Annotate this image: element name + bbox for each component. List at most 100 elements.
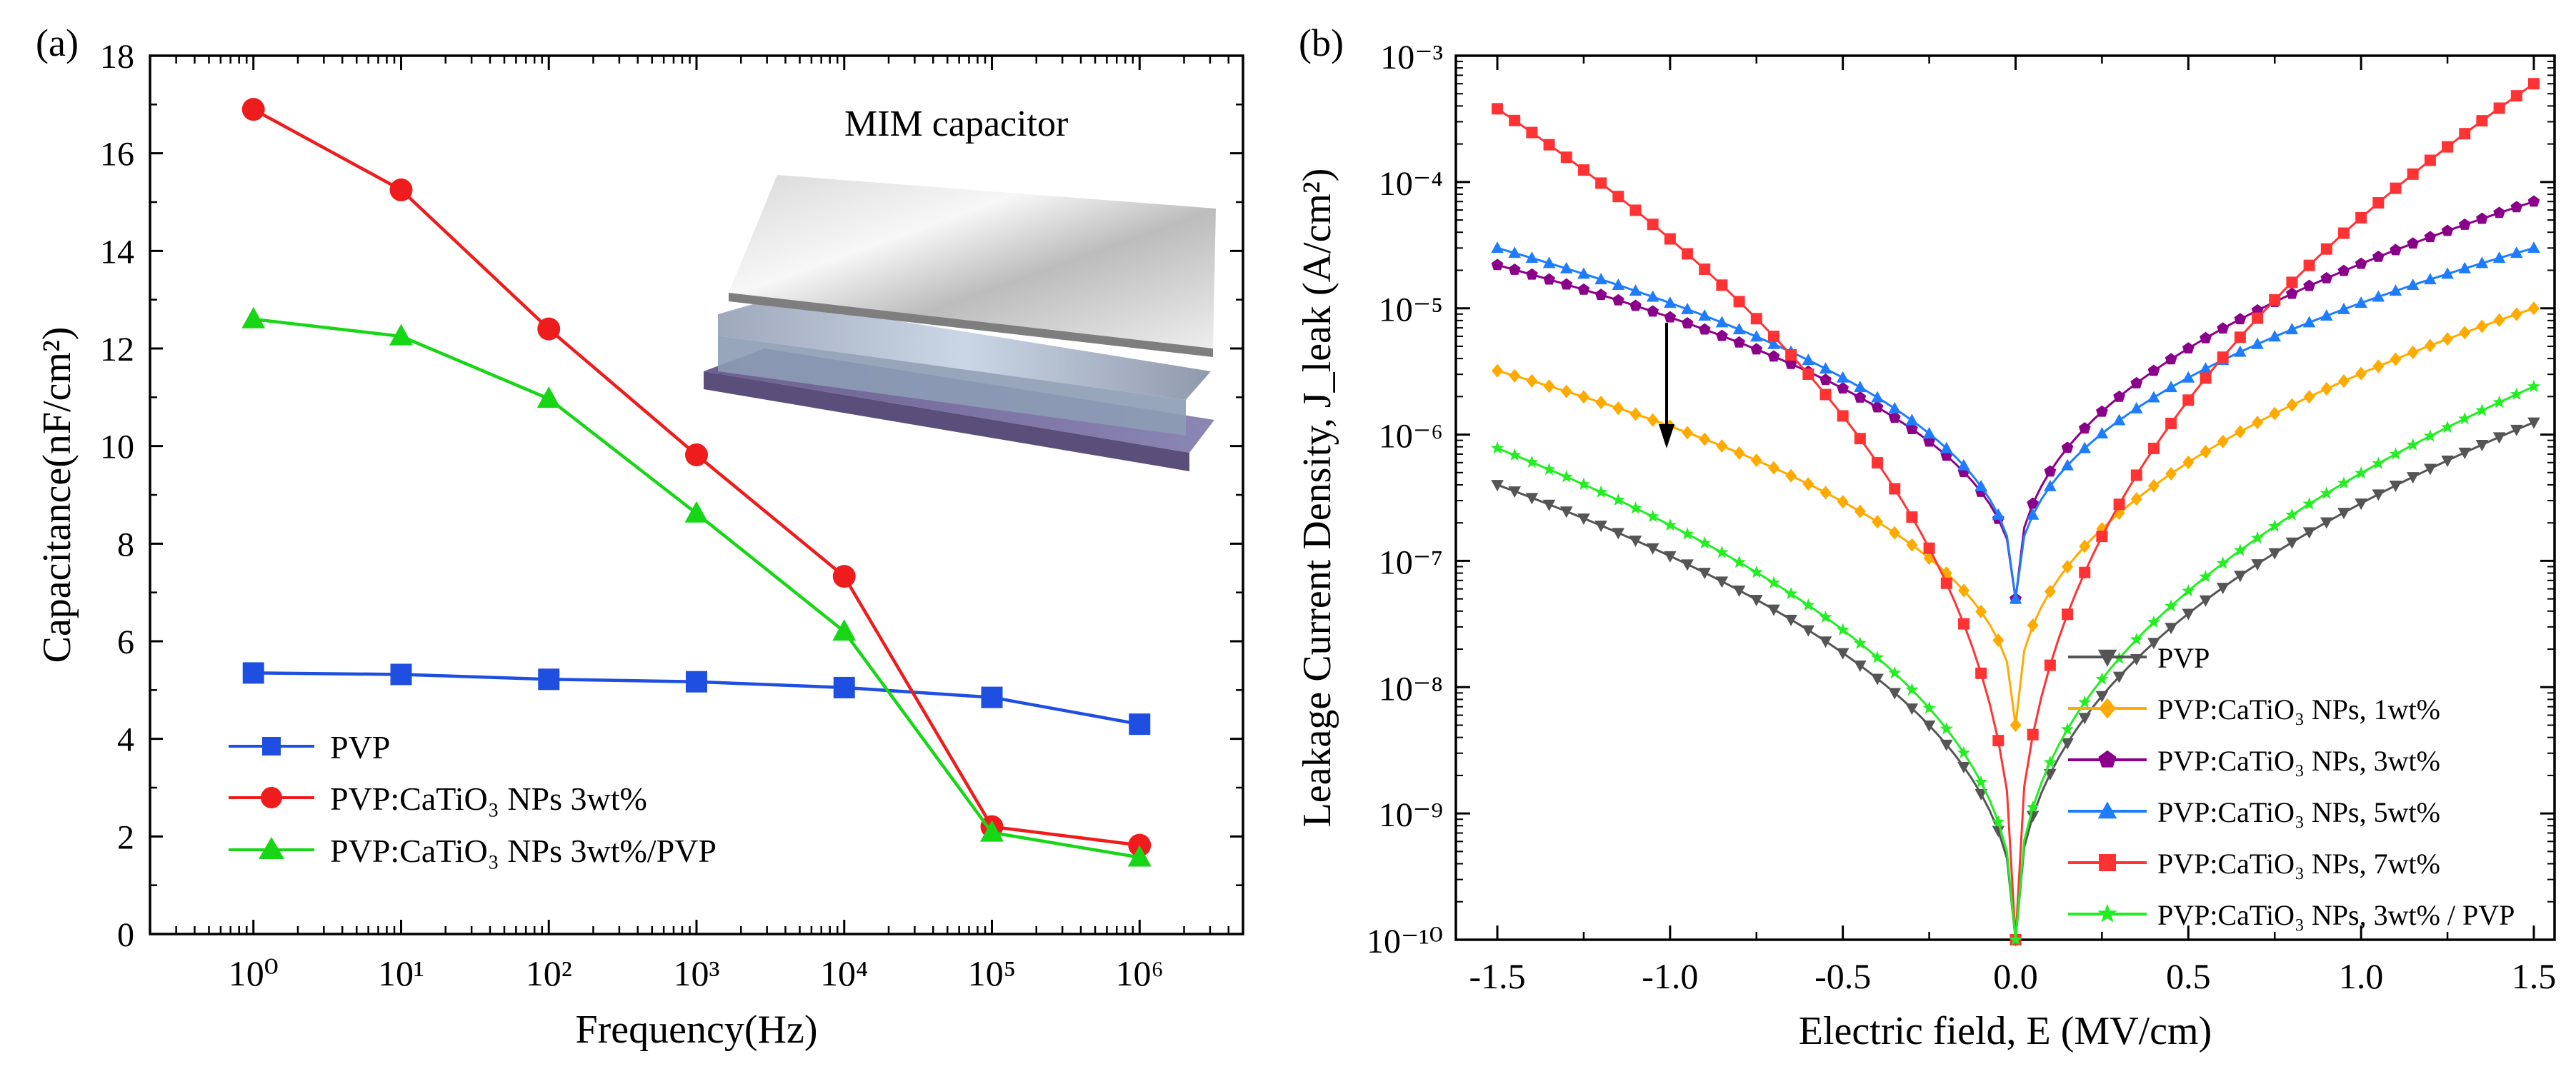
chart-b-data-point [2527, 301, 2540, 316]
chart-b-data-point [2044, 479, 2057, 491]
chart-b-data-point [2492, 251, 2506, 264]
chart-b-data-point [2458, 411, 2472, 425]
chart-b-data-point [1732, 585, 1746, 597]
chart-b-data-point [1715, 576, 1729, 588]
chart-b-data-point [2027, 618, 2039, 633]
legend-b-marker [2097, 649, 2117, 667]
chart-b-data-point [2389, 481, 2402, 493]
chart-b-data-point [2320, 486, 2333, 499]
chart-b-data-point [2303, 390, 2315, 404]
chart-b-data-point [2234, 571, 2247, 583]
chart-b-data-point [2423, 429, 2437, 442]
chart-a: 0 2 4 6 8 10 12 14 16 18 10⁰ 10¹ 10² 10³ 10⁴ 10⁵ 10⁶ Fre… [35, 38, 1244, 1052]
chart-b-data-point [2147, 615, 2161, 628]
chart-b-data-point [2147, 638, 2160, 650]
chart-b-data-point [1699, 264, 1711, 276]
chart-b-data-point [1940, 577, 1952, 589]
chart-b-data-point [1749, 330, 1763, 342]
chart-b-data-point [2510, 201, 2523, 213]
chart-a-x-axis-label: Frequency(Hz) [576, 1008, 818, 1052]
chart-a-series [241, 98, 1152, 867]
chart-b-data-point [1854, 660, 1867, 672]
chart-b-data-point [2268, 519, 2282, 532]
chart-a-data-point [538, 668, 560, 691]
chart-b-data-point [1749, 595, 1763, 607]
chart-b-data-point [2493, 206, 2505, 219]
chart-b-data-point [1854, 381, 1867, 393]
chart-b-data-point [2458, 447, 2472, 459]
chart-b-data-point [2217, 351, 2229, 363]
chart-b-data-point [1508, 263, 1521, 275]
chart-a-data-point [389, 178, 413, 201]
chart-b-data-point [2234, 345, 2247, 357]
chart-b-data-point [2389, 447, 2402, 460]
chart-b-data-point [2182, 608, 2195, 621]
chart-b-xtick-label: -1.5 [1469, 956, 1525, 996]
chart-b-data-point [2510, 307, 2522, 321]
chart-b-data-point [1490, 441, 1504, 454]
chart-b-data-point [2302, 497, 2316, 510]
chart-b-data-point [1698, 568, 1712, 580]
chart-b-data-point [2285, 537, 2299, 549]
chart-b-data-point [2165, 418, 2177, 430]
chart-b-data-point [2095, 691, 2109, 703]
chart-b-data-point [1526, 268, 1538, 280]
chart-b-data-point [2130, 492, 2142, 506]
chart-b-data-point [2355, 296, 2367, 308]
chart-b-data-point [1992, 735, 2005, 747]
chart-b-data-point [2527, 379, 2541, 393]
chart-b-data-point [2182, 455, 2195, 470]
chart-a-data-point [537, 317, 561, 341]
chart-b-data-point [2493, 102, 2505, 114]
chart-b-data-point [2044, 465, 2057, 477]
chart-b-data-point [2389, 284, 2402, 296]
chart-b-y-axis-label: Leakage Current Density, J_leak (A/cm²) [1295, 169, 1339, 828]
chart-b-data-point [2527, 195, 2540, 207]
chart-b-data-point [1664, 233, 1676, 245]
chart-b-data-point [2095, 426, 2109, 438]
chart-b-xtick-label: 1.0 [2339, 956, 2384, 996]
inset-middle-layer-side [718, 336, 1186, 436]
chart-b-data-point [1836, 648, 1849, 660]
legend-a-marker-pvp [262, 737, 281, 756]
chart-b-data-point [1905, 703, 1919, 716]
chart-b-data-point [2165, 466, 2177, 481]
chart-b-data-point [2475, 403, 2489, 416]
chart-b-data-point [1526, 126, 1538, 139]
chart-b-ytick-label: 10⁻¹⁰ [1367, 923, 1443, 960]
chart-b-data-point [2424, 463, 2437, 476]
chart-b-data-point [1492, 103, 1504, 115]
chart-b-data-point [2476, 319, 2488, 333]
chart-b-data-point [2372, 456, 2385, 469]
chart-b-data-point [2510, 424, 2523, 436]
chart-b-data-point [1594, 273, 1607, 285]
chart-b-data-point [2130, 469, 2142, 481]
legend-a-text-pvp: PVP [330, 729, 390, 766]
chart-b-data-point [1595, 177, 1607, 189]
legend-b-text: PVP:CaTiO₃ NPs, 5wt% [2157, 796, 2440, 828]
chart-b-data-point [1542, 256, 1556, 269]
panel-b-label: (b) [1299, 21, 1344, 64]
chart-b-data-point [1802, 598, 1815, 611]
chart-b-data-point [1975, 667, 1987, 679]
chart-b-data-point [2078, 422, 2091, 434]
chart-b-data-point [2302, 527, 2316, 539]
chart-b-data-point [2510, 90, 2522, 102]
legend-b-text: PVP [2157, 642, 2210, 674]
legend-a-text-3wt: PVP:CaTiO₃ NPs 3wt% [330, 781, 647, 817]
chart-b-data-point [2112, 671, 2126, 683]
chart-b-data-point [2182, 371, 2195, 383]
chart-b-data-point [2079, 566, 2091, 578]
chart-b-data-point [2147, 442, 2160, 454]
chart-b-data-point [2320, 381, 2332, 396]
chart-b-data-point [2286, 287, 2298, 299]
chart-b-xtick-label: 1.5 [2512, 956, 2557, 996]
chart-b-data-point [1647, 305, 1659, 317]
chart-b-data-point [1889, 483, 1901, 495]
chart-b-data-point [2424, 338, 2436, 353]
chart-b-data-point [1681, 316, 1694, 328]
chart-b-data-point [1872, 457, 1884, 469]
chart-b-data-point [2078, 696, 2092, 708]
chart-b-data-point [2096, 531, 2108, 543]
chart-b-data-point [1646, 543, 1659, 555]
